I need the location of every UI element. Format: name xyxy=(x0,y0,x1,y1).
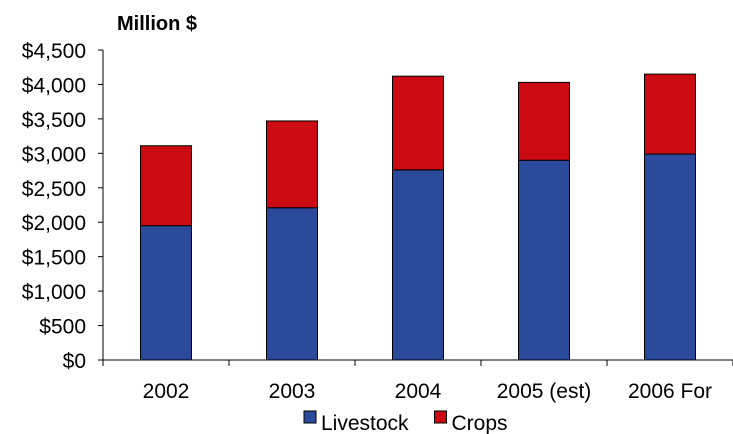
bar-livestock xyxy=(140,225,192,361)
bar-crops xyxy=(266,120,318,209)
legend: Livestock Crops xyxy=(303,410,508,434)
y-tick-label: $1,000 xyxy=(22,281,86,304)
legend-label-livestock: Livestock xyxy=(321,412,409,434)
y-axis-label: Million $ xyxy=(117,13,197,35)
bar-crops xyxy=(140,145,192,227)
bar-crops xyxy=(518,81,570,161)
plot-area xyxy=(102,50,733,361)
y-tick-label: $3,000 xyxy=(22,143,86,166)
bar-livestock xyxy=(266,207,318,361)
bar-livestock xyxy=(644,153,696,361)
x-tick-label: 2004 xyxy=(395,380,442,403)
legend-swatch-livestock xyxy=(303,410,317,424)
y-tick-label: $2,500 xyxy=(22,178,86,201)
bar-crops xyxy=(392,75,444,171)
y-tick-label: $4,500 xyxy=(22,40,86,63)
x-axis-ticks: 2002 2003 2004 2005 (est) 2006 For xyxy=(102,360,733,403)
bar-crops xyxy=(644,73,696,155)
legend-label-crops: Crops xyxy=(452,412,508,434)
y-tick-label: $1,500 xyxy=(22,247,86,270)
y-tick-label: $0 xyxy=(63,350,86,373)
legend-swatch-crops xyxy=(434,410,447,424)
y-tick-label: $500 xyxy=(39,316,86,339)
x-tick-label: 2002 xyxy=(143,380,190,403)
y-tick-label: $3,500 xyxy=(22,109,86,132)
y-axis-ticks: $0 $500 $1,000 $1,500 $2,000 $2,500 $3,000 $3,5… xyxy=(22,40,103,373)
x-tick-label: 2003 xyxy=(269,380,316,403)
x-tick-label: 2005 (est) xyxy=(497,380,592,403)
y-tick-label: $2,000 xyxy=(22,212,86,235)
bar-livestock xyxy=(518,159,570,361)
y-tick-label: $4,000 xyxy=(22,74,86,97)
bar-livestock xyxy=(392,169,444,361)
x-tick-label: 2006 For xyxy=(628,380,712,403)
